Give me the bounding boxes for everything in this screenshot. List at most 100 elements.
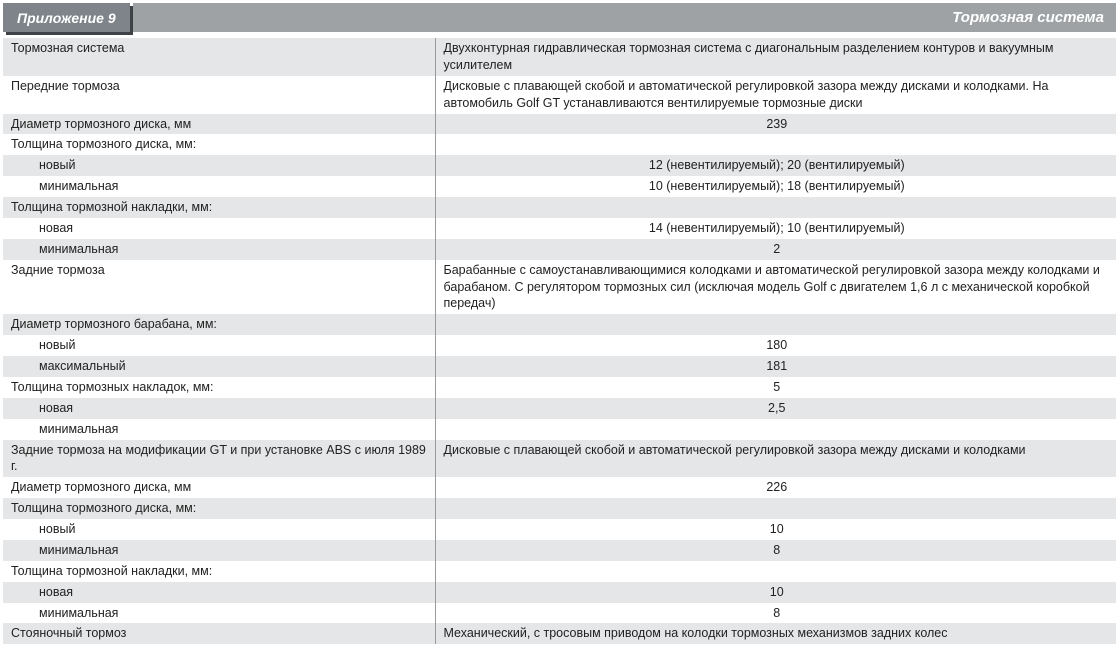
spec-label: новая (3, 582, 435, 603)
spec-value (435, 419, 1116, 440)
table-row: минимальная (3, 419, 1116, 440)
spec-table-body: Тормозная система Двухконтурная гидравлич… (3, 38, 1116, 644)
spec-label: минимальная (3, 176, 435, 197)
spec-label: Толщина тормозной накладки, мм: (3, 561, 435, 582)
spec-value: 10 (невентилируемый); 18 (вентилируемый) (435, 176, 1116, 197)
table-row: Толщина тормозного диска, мм: (3, 134, 1116, 155)
table-row: Диаметр тормозного диска, мм239 (3, 114, 1116, 135)
spec-label: новая (3, 218, 435, 239)
spec-label-text: минимальная (11, 605, 118, 622)
spec-value: 181 (435, 356, 1116, 377)
table-row: Диаметр тормозного барабана, мм: (3, 314, 1116, 335)
spec-label: новый (3, 335, 435, 356)
spec-label-text: Толщина тормозной накладки, мм: (11, 563, 212, 580)
spec-label-text: минимальная (11, 542, 118, 559)
table-row: Передние тормоза Дисковые с плавающей ско… (3, 76, 1116, 114)
spec-value: Дисковые с плавающей скобой и автоматиче… (435, 76, 1116, 114)
spec-table: Тормозная система Двухконтурная гидравлич… (3, 38, 1116, 644)
appendix-header: Приложение 9 Тормозная система (3, 3, 1116, 32)
table-row: новый 12 (невентилируемый); 20 (вентилиру… (3, 155, 1116, 176)
spec-label: Диаметр тормозного барабана, мм: (3, 314, 435, 335)
spec-value: 239 (435, 114, 1116, 135)
spec-label-text: Толщина тормозной накладки, мм: (11, 199, 212, 216)
spec-label: минимальная (3, 239, 435, 260)
spec-value: 8 (435, 540, 1116, 561)
table-row: Диаметр тормозного диска, мм 226 (3, 477, 1116, 498)
spec-value: 12 (невентилируемый); 20 (вентилируемый) (435, 155, 1116, 176)
spec-value: 226 (435, 477, 1116, 498)
spec-label-text: Толщина тормозного диска, мм: (11, 136, 196, 153)
spec-label-text: Тормозная система (11, 40, 124, 57)
spec-label: Стояночный тормоз (3, 623, 435, 644)
spec-label-text: Диаметр тормозного диска, мм (11, 479, 191, 496)
spec-label-text: минимальная (11, 178, 118, 195)
spec-label: новый (3, 519, 435, 540)
spec-label: Толщина тормозного диска, мм: (3, 498, 435, 519)
table-row: новый 10 (3, 519, 1116, 540)
spec-label: Толщина тормозной накладки, мм: (3, 197, 435, 218)
table-row: Толщина тормозной накладки, мм: (3, 561, 1116, 582)
table-row: новая 14 (невентилируемый); 10 (вентилиру… (3, 218, 1116, 239)
spec-label-text: новая (11, 584, 73, 601)
spec-label-text: новый (11, 157, 75, 174)
table-row: Тормозная система Двухконтурная гидравлич… (3, 38, 1116, 76)
spec-label-text: новый (11, 521, 75, 538)
spec-value (435, 498, 1116, 519)
spec-value: Механический, с тросовым приводом на кол… (435, 623, 1116, 644)
table-row: Толщина тормозного диска, мм: (3, 498, 1116, 519)
spec-value (435, 561, 1116, 582)
spec-value: Дисковые с плавающей скобой и автоматиче… (435, 440, 1116, 478)
table-row: Стояночный тормоз Механический, с тросовы… (3, 623, 1116, 644)
spec-label-text: минимальная (11, 241, 118, 258)
table-row: максимальный 181 (3, 356, 1116, 377)
spec-label-text: Задние тормоза на модификации GT и при у… (11, 442, 429, 476)
spec-label: Передние тормоза (3, 76, 435, 114)
spec-label: Задние тормоза на модификации GT и при у… (3, 440, 435, 478)
spec-label: Толщина тормозного диска, мм: (3, 134, 435, 155)
table-row: Толщина тормозной накладки, мм: (3, 197, 1116, 218)
table-row: минимальная8 (3, 603, 1116, 624)
spec-label: Задние тормоза (3, 260, 435, 315)
spec-label: новая (3, 398, 435, 419)
spec-value: 10 (435, 582, 1116, 603)
spec-label-text: Толщина тормозного диска, мм: (11, 500, 196, 517)
appendix-tab: Приложение 9 (3, 3, 130, 32)
table-row: новая 2,5 (3, 398, 1116, 419)
spec-value (435, 134, 1116, 155)
table-row: минимальная 2 (3, 239, 1116, 260)
table-row: Задние тормоза Барабанные с самоустанавли… (3, 260, 1116, 315)
spec-label: Толщина тормозных накладок, мм: (3, 377, 435, 398)
spec-label: новый (3, 155, 435, 176)
spec-label-text: минимальная (11, 421, 118, 438)
table-row: новый 180 (3, 335, 1116, 356)
spec-label-text: Задние тормоза (11, 262, 105, 279)
spec-label: минимальная (3, 603, 435, 624)
spec-value: 180 (435, 335, 1116, 356)
spec-label-text: Передние тормоза (11, 78, 120, 95)
spec-value: 2,5 (435, 398, 1116, 419)
spec-label-text: Стояночный тормоз (11, 625, 126, 642)
spec-label-text: новая (11, 400, 73, 417)
spec-value: 2 (435, 239, 1116, 260)
spec-label: максимальный (3, 356, 435, 377)
spec-value: 14 (невентилируемый); 10 (вентилируемый) (435, 218, 1116, 239)
spec-label: Диаметр тормозного диска, мм (3, 114, 435, 135)
spec-label-text: Диаметр тормозного барабана, мм: (11, 316, 217, 333)
spec-label: Диаметр тормозного диска, мм (3, 477, 435, 498)
table-row: минимальная 10 (невентилируемый); 18 (вен… (3, 176, 1116, 197)
spec-value (435, 314, 1116, 335)
spec-value: 10 (435, 519, 1116, 540)
spec-label-text: Толщина тормозных накладок, мм: (11, 379, 214, 396)
spec-label-text: максимальный (11, 358, 126, 375)
appendix-title: Тормозная система (952, 9, 1104, 26)
appendix-tab-label: Приложение 9 (17, 10, 116, 26)
spec-value: Двухконтурная гидравлическая тормозная с… (435, 38, 1116, 76)
spec-value: 5 (435, 377, 1116, 398)
spec-label-text: новый (11, 337, 75, 354)
appendix-title-bar: Тормозная система (133, 3, 1116, 32)
table-row: минимальная 8 (3, 540, 1116, 561)
table-row: Толщина тормозных накладок, мм: 5 (3, 377, 1116, 398)
spec-label: минимальная (3, 540, 435, 561)
spec-label-text: новая (11, 220, 73, 237)
spec-value: Барабанные с самоустанавливающимися коло… (435, 260, 1116, 315)
